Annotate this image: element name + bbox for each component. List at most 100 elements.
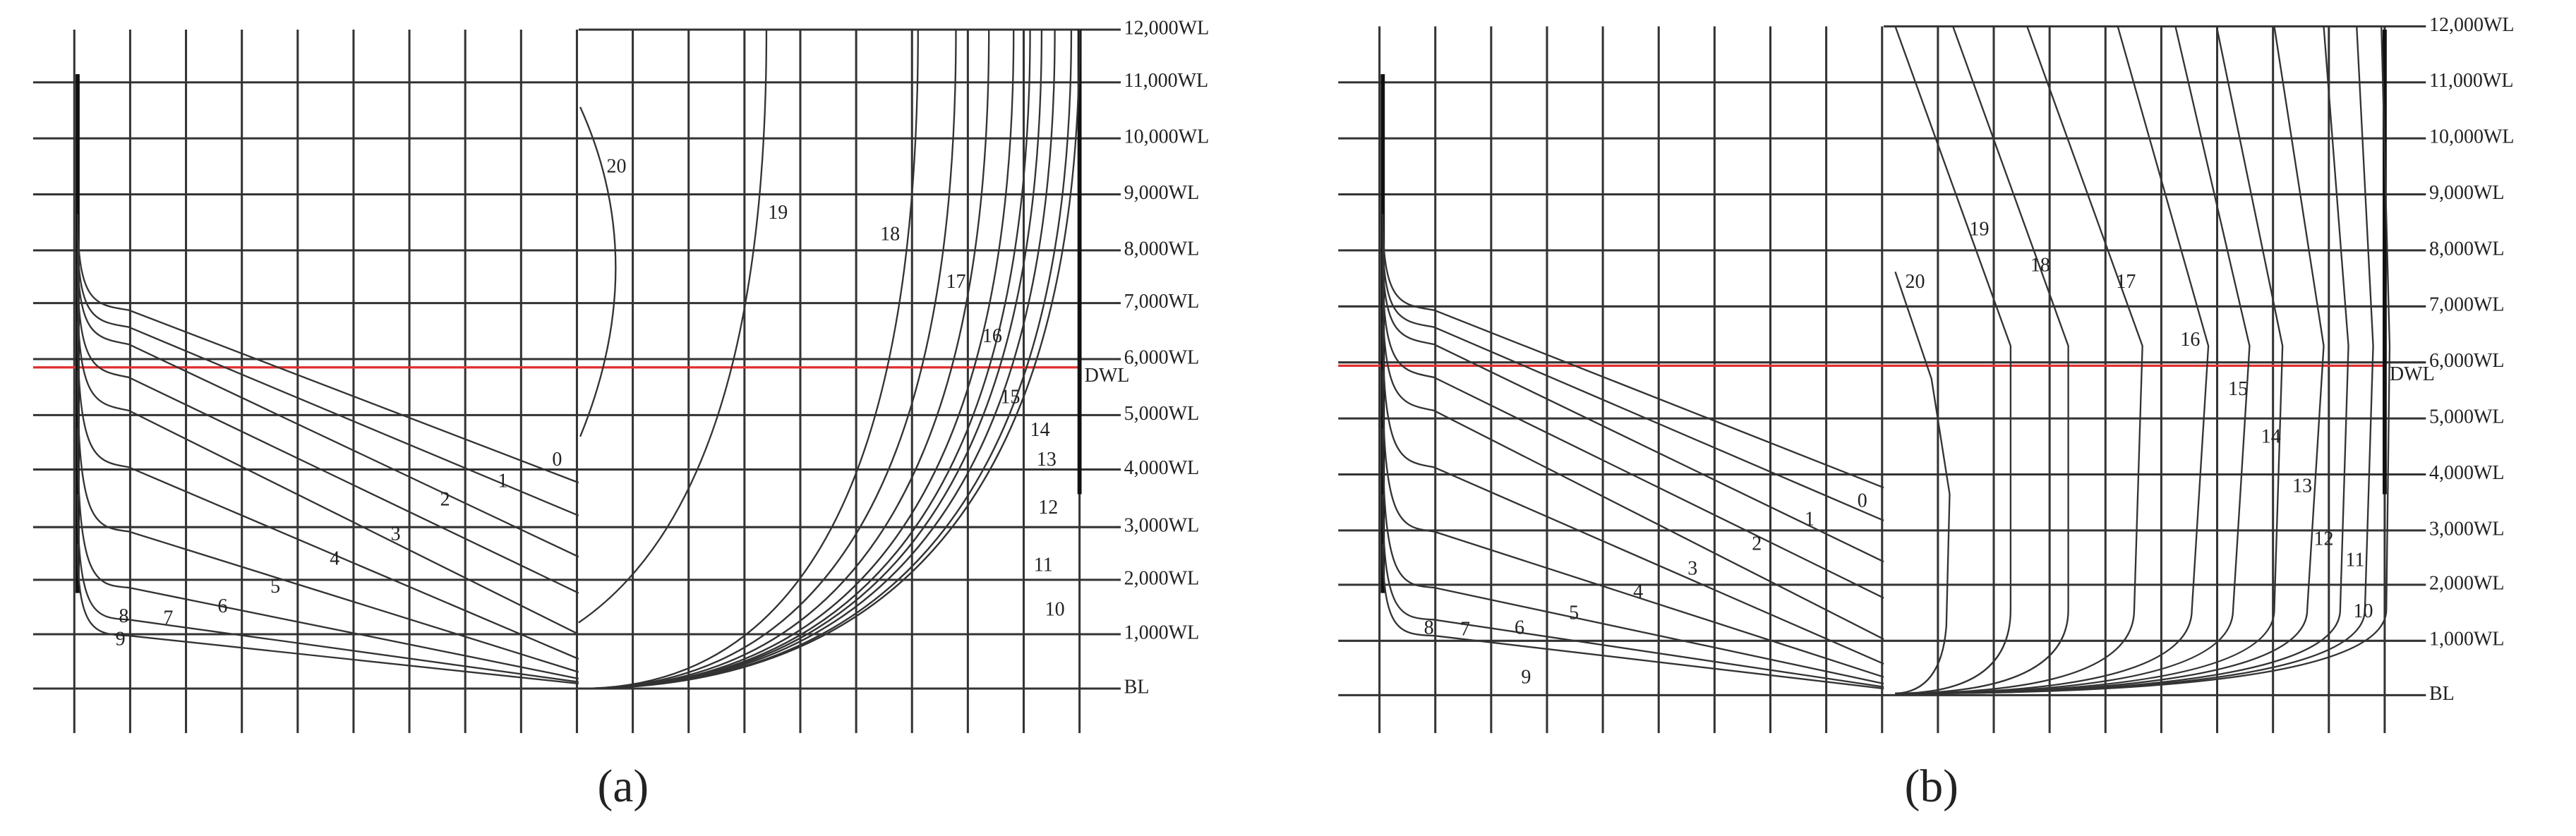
waterline-label: 3,000WL [1124,515,1200,537]
waterline-label: 6,000WL [2429,350,2505,372]
station-label: 4 [330,547,339,569]
station-label: 3 [1687,557,1697,579]
station-curve [76,288,579,636]
waterline-label: 12,000WL [2429,14,2515,36]
station-label: 9 [116,629,126,650]
waterline-label: 8,000WL [2429,238,2505,260]
station-label: 11 [2345,550,2364,571]
station-label: 2 [440,488,450,510]
waterline-label: 1,000WL [1124,622,1200,643]
station-label: 15 [1001,386,1021,408]
dwl-label: DWL [2390,363,2435,385]
station-curve [578,30,768,624]
station-curve [1895,26,2284,695]
station-curve [1895,26,2349,695]
station-curve [1382,428,1884,685]
station-curve [76,214,579,484]
station-label: 17 [946,271,966,293]
station-label: 14 [1030,419,1050,441]
station-label: 4 [1633,581,1643,602]
station-curve [76,321,579,660]
station-label: 13 [2292,475,2312,497]
station-label: 11 [1034,555,1053,576]
station-curve [1894,25,2012,695]
panel-caption: (a) [598,761,649,812]
waterline-label: 3,000WL [2429,518,2505,540]
station-curve [1382,370,1884,678]
station-label: 3 [391,523,401,545]
station-curve [579,107,617,437]
station-label: 16 [2180,329,2200,351]
panel-caption: (b) [1905,761,1958,812]
waterline-label: 12,000WL [1124,17,1210,39]
station-label: 1 [498,471,507,492]
waterline-label: 7,000WL [2429,294,2505,316]
station-label: 20 [606,156,626,178]
station-curve [580,30,919,690]
station-label: 17 [2116,271,2136,293]
station-label: 13 [1037,449,1057,471]
waterline-label: BL [2429,683,2455,705]
station-curve [76,428,579,680]
station-curve [580,30,990,690]
waterline-label: 9,000WL [1124,182,1200,204]
station-curve [1895,25,2069,695]
waterline-label: 5,000WL [1124,403,1200,425]
station-label: 7 [1460,619,1470,641]
station-label: 8 [1424,617,1434,638]
station-label: 7 [163,607,173,629]
station-label: 2 [1752,533,1762,555]
station-curve [1895,26,2210,695]
waterline-label: 9,000WL [2429,182,2505,204]
waterline-label: 7,000WL [1124,291,1200,313]
station-label: 14 [2261,426,2281,448]
waterline-label: 6,000WL [1124,346,1200,368]
station-label: 10 [1045,599,1065,621]
station-label: 18 [2030,255,2050,277]
waterline-label: 4,000WL [1124,457,1200,479]
waterline-label: 4,000WL [2429,462,2505,484]
station-label: 6 [217,595,227,617]
station-label: 9 [1521,666,1531,688]
dwl-label: DWL [1085,365,1130,387]
waterline-label: 11,000WL [2429,70,2513,92]
station-label: 12 [1038,497,1058,519]
station-curve [1382,321,1884,665]
station-label: 18 [880,223,900,245]
station-label: 0 [1858,490,1867,512]
station-curve [580,30,1015,690]
waterline-label: 2,000WL [1124,567,1200,589]
station-label: 0 [552,449,562,471]
waterline-label: 5,000WL [2429,406,2505,428]
station-curve [580,30,1073,690]
station-label: 10 [2354,600,2373,622]
station-curve [1382,263,1884,599]
waterline-label: 8,000WL [1124,238,1200,260]
waterline-label: 10,000WL [1124,126,1210,148]
station-label: 8 [119,605,128,627]
station-curve [1895,25,2143,695]
station-label: 19 [1970,218,1990,240]
station-curve [76,370,579,673]
waterline-label: BL [1124,676,1150,698]
waterline-label: 1,000WL [2429,629,2505,650]
station-curve [580,30,1031,690]
station-curve [1894,271,1951,695]
station-label: 12 [2314,528,2334,550]
station-curve [1382,214,1884,489]
station-curve [1382,543,1884,690]
station-label: 16 [982,325,1002,347]
station-curve [1895,26,2251,695]
station-curve [76,543,579,685]
station-curve [1382,494,1884,688]
station-label: 15 [2228,378,2248,400]
station-label: 20 [1905,271,1925,293]
station-curve [580,30,957,690]
station-curve [1382,288,1884,641]
station-label: 5 [270,576,280,598]
station-label: 19 [768,202,788,224]
station-curve [1895,26,2325,695]
waterline-label: 11,000WL [1124,70,1209,92]
station-curve [76,263,579,594]
